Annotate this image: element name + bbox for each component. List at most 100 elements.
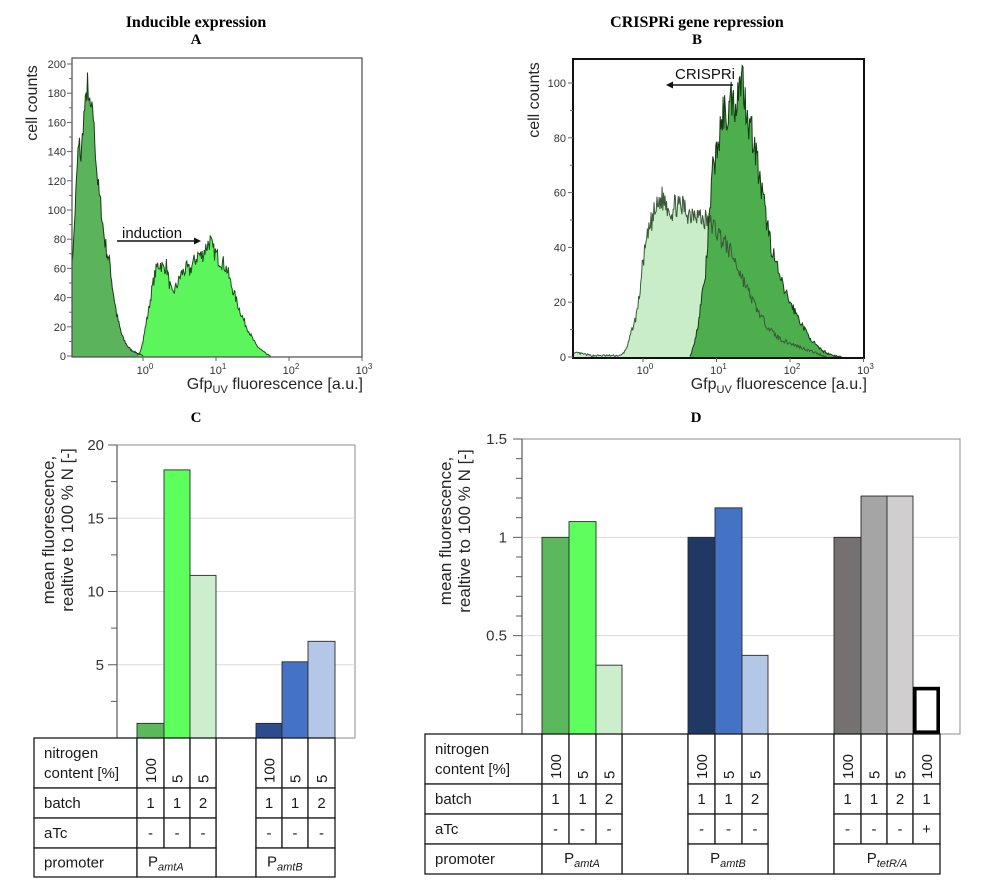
row-label-promoter: promoter [435, 851, 495, 868]
batch-value: 1 [551, 791, 559, 808]
panel-a-letter: A [191, 32, 202, 48]
batch-cell [687, 783, 716, 815]
y-tick-label: 100 [48, 205, 66, 217]
y-tick-label: 1 [499, 529, 507, 546]
x-tick-base: 10 [210, 365, 222, 377]
nitrogen-value: 5 [575, 771, 592, 779]
atc-cell [255, 817, 283, 849]
panel-c-y-axis-label-line-1: mean fluorescence, [39, 456, 58, 604]
nitrogen-cell [189, 737, 217, 789]
nitrogen-value: 5 [867, 771, 884, 779]
panel-b-y-axis-label: cell counts [526, 62, 543, 138]
atc-value: - [148, 825, 153, 842]
nitrogen-value: 5 [288, 775, 305, 783]
bar-group-2-0 [833, 536, 862, 735]
atc-value: - [753, 821, 758, 838]
bar-group-1-1 [281, 661, 309, 739]
x-tick-base: 10 [857, 365, 869, 377]
panel-c-y-axis-label-line-2: realtive to 100 % N [-] [58, 448, 77, 611]
bar-group-1-0 [687, 536, 716, 735]
condition-table: nitrogen content [%] batch aTc promoter 100 1 -… [33, 737, 336, 878]
promoter-label: PamtB [710, 850, 746, 870]
bar-group-0-0 [136, 722, 165, 739]
panel-a-title: Inducible expression [126, 14, 267, 31]
atc-cell [860, 813, 888, 845]
row-label-aTc: aTc [435, 821, 459, 838]
histogram-outline-control [689, 64, 842, 358]
atc-cell [541, 813, 570, 845]
bar-group-0-1 [568, 521, 597, 735]
atc-value: - [607, 821, 612, 838]
batch-value: 1 [173, 795, 181, 812]
batch-cell [189, 787, 217, 819]
panel-d-plot: 0.5 1 1.5 nitrogen content [%] batch aTc promot… [424, 431, 961, 875]
table-row-header-cell [33, 817, 138, 849]
y-tick-label: 60 [554, 188, 566, 200]
bar-group-1-0 [255, 722, 283, 739]
batch-value: 1 [291, 795, 299, 812]
promoter-main: P [148, 854, 158, 871]
x-tick-label: 101 [710, 362, 727, 377]
bar-group-2-2 [886, 495, 914, 735]
atc-cell [687, 813, 716, 845]
bar-group-1-2 [741, 654, 769, 735]
x-tick-base: 10 [784, 365, 796, 377]
crispri-label: CRISPRi [675, 66, 735, 83]
table-row-header-cell [33, 787, 138, 819]
batch-value: 1 [697, 791, 705, 808]
x-tick-exponent: 0 [149, 362, 154, 371]
batch-value: 2 [605, 791, 613, 808]
panel-d-y-axis-label-line-1: mean fluorescence, [436, 457, 455, 605]
panel-b-x-axis-label: GfpUV fluorescence [a.u.] [691, 376, 867, 396]
promoter-subscript: tetR/A [877, 858, 908, 870]
batch-cell [255, 787, 283, 819]
nitrogen-cell [136, 737, 165, 789]
promoter-label: PamtA [564, 850, 600, 870]
induction-annotation: induction [117, 225, 201, 245]
promoter-cell [541, 843, 623, 875]
promoter-label: PamtA [148, 854, 184, 874]
batch-value: 1 [922, 791, 930, 808]
promoter-main: P [564, 850, 574, 867]
panel-d-letter: D [691, 410, 702, 426]
table-row-header-cell [424, 813, 543, 845]
promoter-main: P [267, 854, 277, 871]
nitrogen-value: 100 [548, 754, 565, 779]
nitrogen-cell [595, 733, 623, 785]
batch-value: 1 [265, 795, 273, 812]
promoter-cell [833, 843, 941, 875]
batch-cell [595, 783, 623, 815]
bar-group-0-1 [163, 469, 191, 739]
bar-group-2-3 [912, 686, 940, 734]
atc-value: - [580, 821, 585, 838]
row-label-nitrogen-line-1: nitrogen [435, 741, 489, 758]
batch-value: 2 [751, 791, 759, 808]
nitrogen-value: 100 [919, 754, 936, 779]
promoter-label: PtetR/A [867, 850, 908, 870]
row-label-promoter: promoter [44, 855, 104, 872]
nitrogen-value: 5 [748, 771, 765, 779]
atc-value: - [872, 821, 877, 838]
condition-table: nitrogen content [%] batch aTc promoter 100 1 -… [424, 733, 941, 875]
batch-cell [860, 783, 888, 815]
atc-cell [886, 813, 914, 845]
panel-d-y-axis-label-line-2: realtive to 100 % N [-] [455, 449, 474, 612]
batch-value: 1 [843, 791, 851, 808]
panel-d: D mean fluorescence, realtive to 100 % N… [424, 410, 961, 875]
y-tick-label: 80 [554, 133, 566, 145]
y-tick-label: 180 [48, 88, 66, 100]
promoter-label: PamtB [267, 854, 303, 874]
y-tick-label: 10 [87, 584, 104, 601]
y-tick-label: 0.5 [486, 628, 507, 645]
x-label-rest: fluorescence [a.u.] [228, 376, 363, 393]
x-tick-base: 10 [356, 365, 368, 377]
x-label-main: Gfp [691, 376, 717, 393]
promoter-subscript: amtB [720, 858, 746, 870]
panel-a-y-axis-label: cell counts [24, 65, 41, 141]
histogram-fill-uninduced [72, 72, 143, 357]
panel-c: C mean fluorescence, realtive to 100 % N… [33, 410, 356, 878]
row-label-nitrogen-line-1: nitrogen [44, 745, 98, 762]
bar-group-0-2 [189, 574, 217, 739]
bar-group-1-2 [307, 640, 336, 739]
